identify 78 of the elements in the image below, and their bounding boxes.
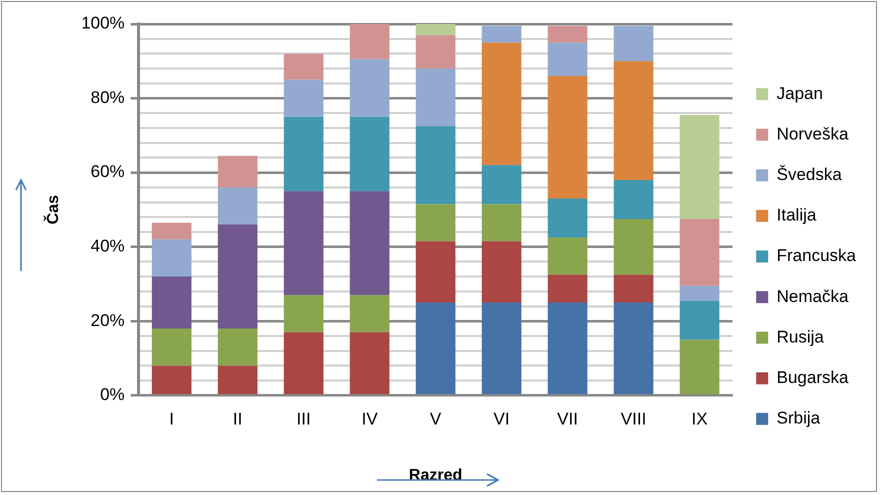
bar: [548, 274, 588, 303]
bar: [218, 366, 258, 394]
bar: [680, 286, 720, 301]
bar: [680, 218, 720, 286]
bar: [614, 302, 654, 394]
bar: [218, 328, 258, 366]
bar: [482, 42, 522, 166]
bar: [284, 54, 324, 80]
bar: [218, 224, 258, 329]
bar: [218, 156, 258, 188]
x-tick-label: II: [232, 409, 242, 428]
legend-label: Srbija: [776, 408, 821, 428]
bar: [218, 187, 258, 225]
bar: [350, 116, 390, 192]
bar: [350, 295, 390, 332]
y-axis-title: Čas: [43, 194, 62, 224]
bar: [416, 241, 456, 303]
x-tick-label: III: [296, 409, 311, 428]
bar: [416, 68, 456, 126]
bar: [614, 180, 654, 219]
bar: [416, 126, 456, 204]
bar: [350, 59, 390, 117]
x-tick-label: IX: [692, 409, 708, 428]
y-tick-label: 100%: [81, 14, 125, 33]
bar: [284, 295, 324, 332]
bar: [680, 300, 720, 340]
bar: [416, 24, 456, 36]
legend-label: Bugarska: [776, 368, 849, 387]
bar: [614, 274, 654, 303]
bar: [548, 238, 588, 275]
legend-label: Švedska: [776, 164, 842, 184]
y-tick-label: 0%: [100, 385, 125, 404]
x-tick-label: V: [430, 409, 442, 428]
bar: [350, 332, 390, 394]
bar: [350, 191, 390, 296]
x-tick-label: VIII: [620, 409, 646, 428]
legend-label: Nemačka: [776, 286, 849, 306]
bar: [482, 26, 522, 43]
bar: [482, 165, 522, 204]
bar: [482, 241, 522, 303]
bar: [482, 204, 522, 242]
bar: [548, 302, 588, 394]
bar: [284, 191, 324, 296]
bar: [548, 42, 588, 76]
bar: [152, 328, 192, 366]
bar: [152, 276, 192, 329]
x-tick-label: VII: [557, 409, 578, 428]
bar: [152, 239, 192, 277]
bar: [614, 218, 654, 275]
y-tick-label: 60%: [90, 162, 125, 182]
bar: [416, 204, 456, 242]
bar: [416, 35, 456, 69]
bar: [416, 302, 456, 394]
bar: [350, 24, 390, 60]
bar: [152, 366, 192, 394]
bar: [614, 61, 654, 180]
bar: [284, 116, 324, 192]
bar: [680, 340, 720, 394]
bar: [284, 80, 324, 117]
x-tick-label: IV: [362, 409, 378, 428]
legend-label: Rusija: [776, 327, 824, 346]
x-tick-label: VI: [494, 409, 510, 428]
bar: [152, 222, 192, 240]
legend-label: Francuska: [776, 246, 857, 266]
legend-label: Norveška: [776, 124, 849, 144]
legend-label: Japan: [776, 84, 823, 103]
bar: [284, 332, 324, 394]
bar: [548, 76, 588, 199]
y-tick-label: 20%: [90, 310, 125, 330]
bar: [482, 302, 522, 394]
x-tick-label: I: [169, 409, 174, 428]
bar: [548, 198, 588, 238]
legend-label: Italija: [776, 206, 817, 225]
y-tick-label: 80%: [90, 88, 125, 107]
y-tick-label: 40%: [90, 236, 125, 256]
bar: [548, 26, 588, 43]
bar: [680, 114, 720, 219]
bar: [614, 26, 654, 62]
